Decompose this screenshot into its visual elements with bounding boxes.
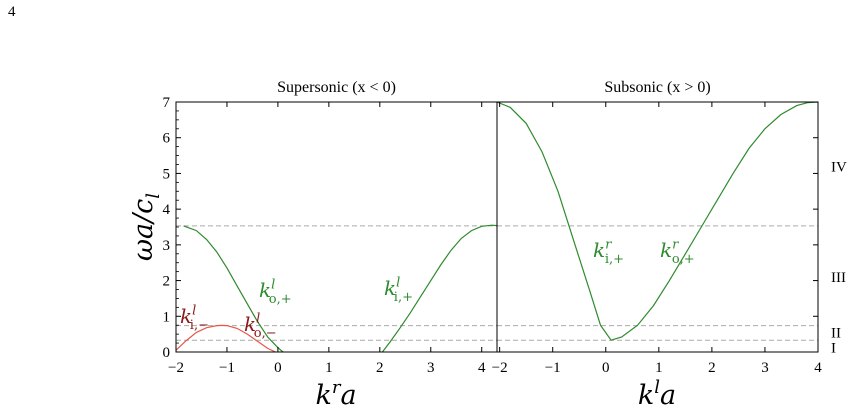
left-xtick-label-4: 2 bbox=[376, 360, 384, 376]
left-xtick-label-2: 0 bbox=[274, 360, 282, 376]
left-xtick-label-3: 1 bbox=[325, 360, 333, 376]
left-ytick-label-0: 0 bbox=[163, 345, 171, 361]
left-panel-title: Supersonic (x < 0) bbox=[277, 79, 396, 96]
label-k-i-minus-l: kl i,− bbox=[180, 304, 209, 333]
label-k-i-plus-r: kr i,+ bbox=[593, 238, 624, 267]
page-number: 4 bbox=[8, 4, 16, 20]
region-label-II: II bbox=[831, 325, 841, 341]
left-xtick-label-1: −1 bbox=[219, 360, 235, 376]
right-xtick-label-3: 1 bbox=[655, 360, 663, 376]
supersonic-panel: −2 −1 0 1 2 3 4 0 1 2 3 4 5 6 7 Supersonic (x < 0) kl i,−… bbox=[163, 79, 498, 376]
left-series-1 bbox=[183, 225, 284, 353]
right-xtick-label-5: 3 bbox=[761, 360, 769, 376]
x-axis-label-right: kla bbox=[638, 377, 676, 411]
left-xtick-label-5: 3 bbox=[427, 360, 435, 376]
right-xtick-label-4: 2 bbox=[708, 360, 716, 376]
region-label-III: III bbox=[831, 270, 846, 286]
right-series-0 bbox=[496, 101, 819, 341]
left-ytick-label-4: 4 bbox=[163, 202, 171, 218]
region-label-IV: IV bbox=[831, 159, 847, 175]
left-ytick-label-3: 3 bbox=[163, 238, 171, 254]
left-ytick-label-2: 2 bbox=[163, 274, 171, 290]
label-k-i-plus-l: kl i,+ bbox=[384, 276, 413, 305]
label-k-o-plus-r: kr o,+ bbox=[660, 238, 695, 267]
right-xtick-label-0: −2 bbox=[492, 360, 508, 376]
left-ytick-label-5: 5 bbox=[163, 166, 171, 182]
right-plot-frame bbox=[496, 101, 819, 353]
right-xtick-label-6: 4 bbox=[814, 360, 822, 376]
subsonic-panel: −2 −1 0 1 2 3 4 Subsonic (x > 0) kr i,+ kr o,+ bbox=[492, 79, 823, 376]
left-xtick-label-6: 4 bbox=[478, 360, 486, 376]
label-k-o-plus-l: kl o,+ bbox=[259, 278, 292, 307]
label-k-o-minus-l: kl o,− bbox=[244, 312, 277, 341]
left-plot-frame bbox=[175, 101, 498, 353]
right-xtick-label-2: 0 bbox=[602, 360, 610, 376]
right-panel-title: Subsonic (x > 0) bbox=[604, 79, 710, 96]
left-ytick-label-6: 6 bbox=[163, 131, 171, 147]
left-series-2 bbox=[381, 224, 498, 353]
left-xtick-label-0: −2 bbox=[168, 360, 184, 376]
left-ytick-label-1: 1 bbox=[163, 309, 171, 325]
x-axis-label-left: kra bbox=[315, 377, 356, 411]
left-ytick-label-7: 7 bbox=[163, 95, 171, 111]
left-series-0 bbox=[175, 324, 276, 353]
right-xtick-label-1: −1 bbox=[545, 360, 561, 376]
region-label-I: I bbox=[831, 340, 836, 356]
y-axis-label: ωa/cl bbox=[128, 193, 164, 261]
